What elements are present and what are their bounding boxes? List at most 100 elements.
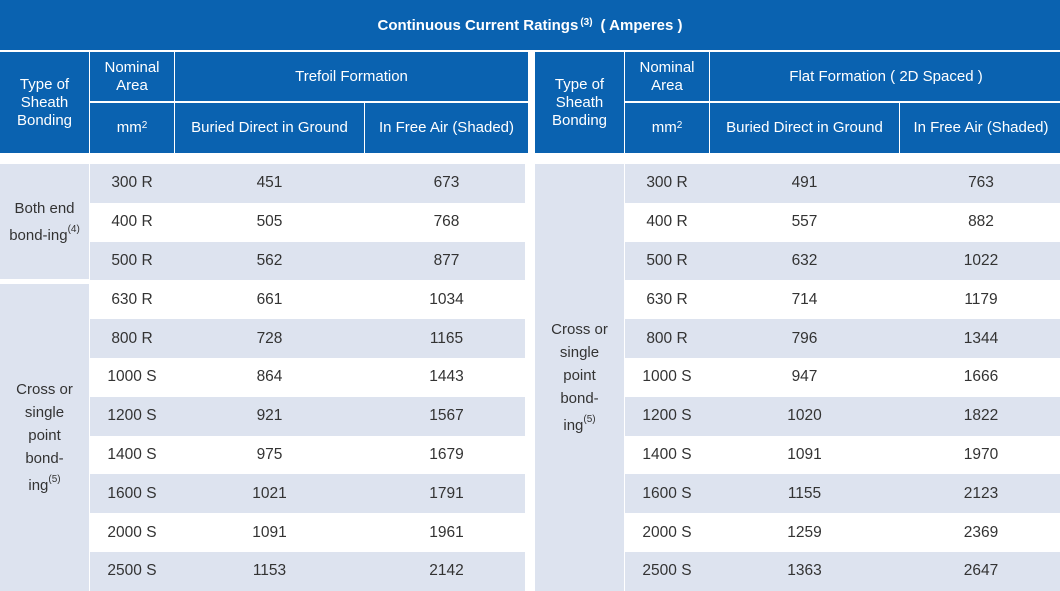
buried-value-cell: 451 bbox=[175, 164, 364, 203]
formation-header: Flat Formation ( 2D Spaced ) bbox=[710, 52, 1060, 101]
air-value-cell: 763 bbox=[900, 164, 1060, 203]
air-value-cell: 882 bbox=[900, 203, 1060, 242]
air-value-cell-text: 1791 bbox=[429, 484, 464, 502]
row-shading bbox=[90, 164, 525, 203]
area-cell: 1400 S bbox=[625, 436, 709, 475]
formation-label: Flat Formation ( 2D Spaced ) bbox=[789, 67, 983, 85]
area-cell-text: 2000 S bbox=[107, 523, 157, 541]
nominal-area-header: Nominal Area bbox=[90, 52, 174, 101]
type-of-bonding-label: Type of Sheath Bonding bbox=[16, 75, 73, 129]
air-value-cell-text: 768 bbox=[433, 213, 460, 231]
buried-value-cell: 1091 bbox=[175, 513, 364, 552]
bonding-group-text: Cross or single point bond-ing(5) bbox=[547, 318, 613, 437]
bonding-group-note: (5) bbox=[583, 413, 596, 425]
row-shading bbox=[625, 164, 1060, 203]
air-column-label: In Free Air (Shaded) bbox=[378, 119, 515, 136]
area-cell: 2500 S bbox=[625, 552, 709, 591]
area-cell-text: 800 R bbox=[646, 329, 688, 347]
unit-label: mm bbox=[651, 119, 677, 136]
air-value-cell: 1961 bbox=[365, 513, 528, 552]
buried-value-cell: 562 bbox=[175, 242, 364, 281]
buried-value-cell-text: 921 bbox=[256, 407, 283, 425]
bonding-group-text: Both end bond-ing(4) bbox=[9, 197, 81, 247]
air-value-cell: 1344 bbox=[900, 319, 1060, 358]
title-text: Continuous Current Ratings bbox=[377, 16, 579, 34]
buried-value-cell: 1153 bbox=[175, 552, 364, 591]
table-title: Continuous Current Ratings (3) ( Amperes… bbox=[0, 0, 1060, 50]
air-value-cell-text: 882 bbox=[968, 213, 994, 231]
row-shading bbox=[90, 396, 525, 436]
area-cell-text: 630 R bbox=[646, 290, 688, 308]
unit-header: mm 2 bbox=[625, 103, 709, 153]
air-value-cell: 1791 bbox=[365, 474, 528, 513]
buried-column-header: Buried Direct in Ground bbox=[175, 103, 364, 153]
bonding-group-cell: Cross or single point bond-ing(5) bbox=[0, 284, 89, 591]
area-cell-text: 630 R bbox=[111, 290, 153, 308]
air-value-cell: 768 bbox=[365, 203, 528, 242]
unit-exponent: 2 bbox=[676, 120, 683, 131]
air-value-cell-text: 1443 bbox=[429, 368, 464, 386]
air-column-header: In Free Air (Shaded) bbox=[365, 103, 528, 153]
air-value-cell-text: 1679 bbox=[429, 445, 464, 463]
area-cell-text: 1200 S bbox=[107, 407, 157, 425]
area-cell-text: 500 R bbox=[646, 251, 688, 269]
row-shading bbox=[90, 552, 525, 591]
bonding-group-cell: Both end bond-ing(4) bbox=[0, 164, 89, 280]
buried-value-cell: 864 bbox=[175, 358, 364, 397]
buried-value-cell-text: 505 bbox=[256, 213, 283, 231]
area-cell: 2000 S bbox=[625, 513, 709, 552]
buried-value-cell-text: 1020 bbox=[787, 407, 822, 425]
buried-value-cell: 1091 bbox=[710, 436, 899, 475]
buried-value-cell: 491 bbox=[710, 164, 899, 203]
buried-value-cell-text: 562 bbox=[256, 251, 283, 269]
buried-value-cell-text: 728 bbox=[256, 329, 283, 347]
buried-value-cell-text: 1153 bbox=[252, 562, 287, 580]
buried-value-cell-text: 947 bbox=[791, 368, 818, 386]
air-value-cell-text: 2142 bbox=[429, 562, 464, 580]
bonding-group-label: Both end bond-ing bbox=[9, 199, 75, 244]
area-cell-text: 2000 S bbox=[642, 523, 692, 541]
area-cell: 400 R bbox=[90, 203, 174, 242]
air-value-cell-text: 1666 bbox=[963, 368, 999, 386]
bonding-group-label: Cross or single point bond-ing bbox=[16, 381, 73, 495]
air-value-cell: 673 bbox=[365, 164, 528, 203]
row-shading bbox=[625, 241, 1060, 281]
bonding-group-note: (5) bbox=[48, 474, 61, 486]
buried-column-label: Buried Direct in Ground bbox=[726, 119, 883, 136]
air-value-cell-text: 1344 bbox=[963, 329, 999, 347]
area-cell-text: 2500 S bbox=[642, 562, 692, 580]
area-cell-text: 400 R bbox=[111, 213, 153, 231]
buried-value-cell-text: 451 bbox=[256, 174, 283, 192]
air-value-cell: 1567 bbox=[365, 397, 528, 436]
air-value-cell-text: 877 bbox=[433, 251, 460, 269]
area-cell: 1600 S bbox=[90, 474, 174, 513]
buried-value-cell-text: 1363 bbox=[787, 562, 822, 580]
air-value-cell-text: 2647 bbox=[963, 562, 999, 580]
area-cell-text: 800 R bbox=[111, 329, 153, 347]
area-cell-text: 1200 S bbox=[642, 407, 692, 425]
row-shading bbox=[625, 396, 1060, 436]
area-cell: 2500 S bbox=[90, 552, 174, 591]
air-value-cell-text: 673 bbox=[433, 174, 460, 192]
buried-value-cell-text: 1021 bbox=[252, 484, 287, 502]
air-value-cell-text: 2123 bbox=[963, 484, 999, 502]
nominal-area-label: Nominal Area bbox=[639, 58, 695, 94]
air-value-cell: 1022 bbox=[900, 242, 1060, 281]
air-value-cell: 1822 bbox=[900, 397, 1060, 436]
unit-exponent: 2 bbox=[141, 120, 148, 131]
area-cell-text: 400 R bbox=[646, 213, 688, 231]
air-value-cell: 1666 bbox=[900, 358, 1060, 397]
air-value-cell-text: 1165 bbox=[429, 329, 464, 347]
air-value-cell: 1179 bbox=[900, 280, 1060, 319]
air-value-cell: 1443 bbox=[365, 358, 528, 397]
area-cell: 1600 S bbox=[625, 474, 709, 513]
area-cell-text: 1400 S bbox=[107, 445, 157, 463]
buried-value-cell: 714 bbox=[710, 280, 899, 319]
buried-value-cell: 1020 bbox=[710, 397, 899, 436]
type-of-bonding-header: Type of Sheath Bonding bbox=[535, 52, 624, 153]
buried-value-cell: 1259 bbox=[710, 513, 899, 552]
air-value-cell-text: 763 bbox=[968, 174, 994, 192]
air-value-cell: 1034 bbox=[365, 280, 528, 319]
bonding-group-label: Cross or single point bond-ing bbox=[551, 320, 608, 434]
air-value-cell: 1970 bbox=[900, 436, 1060, 475]
